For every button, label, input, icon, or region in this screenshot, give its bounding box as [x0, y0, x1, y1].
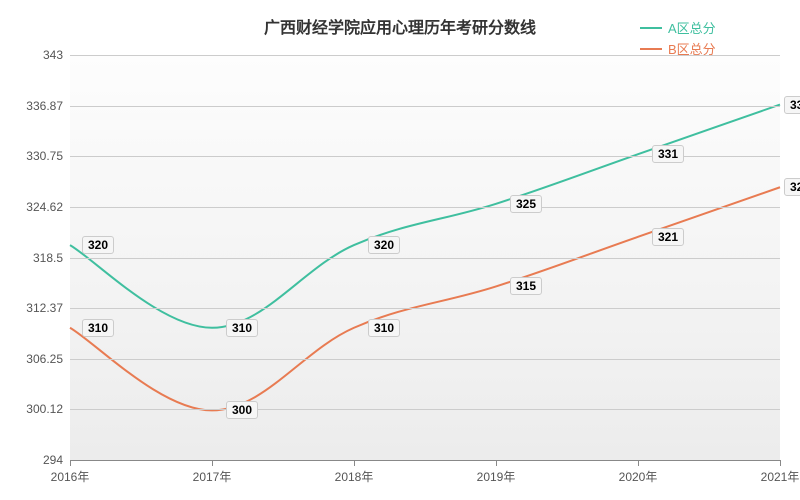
- series-line: [70, 105, 780, 328]
- y-tick-label: 330.75: [15, 149, 63, 163]
- x-tick-mark: [70, 460, 71, 466]
- grid-line: [70, 207, 780, 208]
- x-tick-label: 2021年: [750, 468, 800, 485]
- grid-line: [70, 409, 780, 410]
- y-tick-label: 343: [15, 48, 63, 62]
- x-tick-mark: [780, 460, 781, 466]
- x-tick-mark: [212, 460, 213, 466]
- x-tick-label: 2019年: [466, 468, 526, 485]
- y-tick-label: 300.12: [15, 402, 63, 416]
- data-label: 310: [368, 319, 400, 337]
- x-tick-label: 2020年: [608, 468, 668, 485]
- y-tick-label: 294: [15, 453, 63, 467]
- y-tick-label: 306.25: [15, 352, 63, 366]
- legend: A区总分B区总分: [640, 18, 716, 58]
- x-tick-label: 2018年: [324, 468, 384, 485]
- data-label: 310: [226, 319, 258, 337]
- x-axis: [70, 460, 780, 461]
- grid-line: [70, 359, 780, 360]
- y-tick-label: 324.62: [15, 200, 63, 214]
- data-label: 331: [652, 145, 684, 163]
- grid-line: [70, 55, 780, 56]
- data-label: 320: [82, 236, 114, 254]
- data-label: 315: [510, 277, 542, 295]
- x-tick-mark: [354, 460, 355, 466]
- legend-label: A区总分: [668, 18, 716, 37]
- data-label: 321: [652, 228, 684, 246]
- y-tick-label: 318.5: [15, 251, 63, 265]
- y-tick-label: 312.37: [15, 301, 63, 315]
- legend-swatch: [640, 48, 662, 50]
- legend-item: A区总分: [640, 18, 716, 37]
- series-line: [70, 187, 780, 410]
- grid-line: [70, 106, 780, 107]
- y-tick-label: 336.87: [15, 99, 63, 113]
- chart-container: 广西财经学院应用心理历年考研分数线 A区总分B区总分 3203103203253…: [0, 0, 800, 500]
- data-label: 310: [82, 319, 114, 337]
- plot-area: 320310320325331337310300310315321327: [70, 55, 780, 460]
- data-label: 327: [784, 178, 800, 196]
- data-label: 300: [226, 401, 258, 419]
- grid-line: [70, 258, 780, 259]
- x-tick-mark: [496, 460, 497, 466]
- legend-swatch: [640, 27, 662, 29]
- x-tick-label: 2016年: [40, 468, 100, 485]
- data-label: 320: [368, 236, 400, 254]
- grid-line: [70, 308, 780, 309]
- data-label: 325: [510, 195, 542, 213]
- x-tick-label: 2017年: [182, 468, 242, 485]
- data-label: 337: [784, 96, 800, 114]
- x-tick-mark: [638, 460, 639, 466]
